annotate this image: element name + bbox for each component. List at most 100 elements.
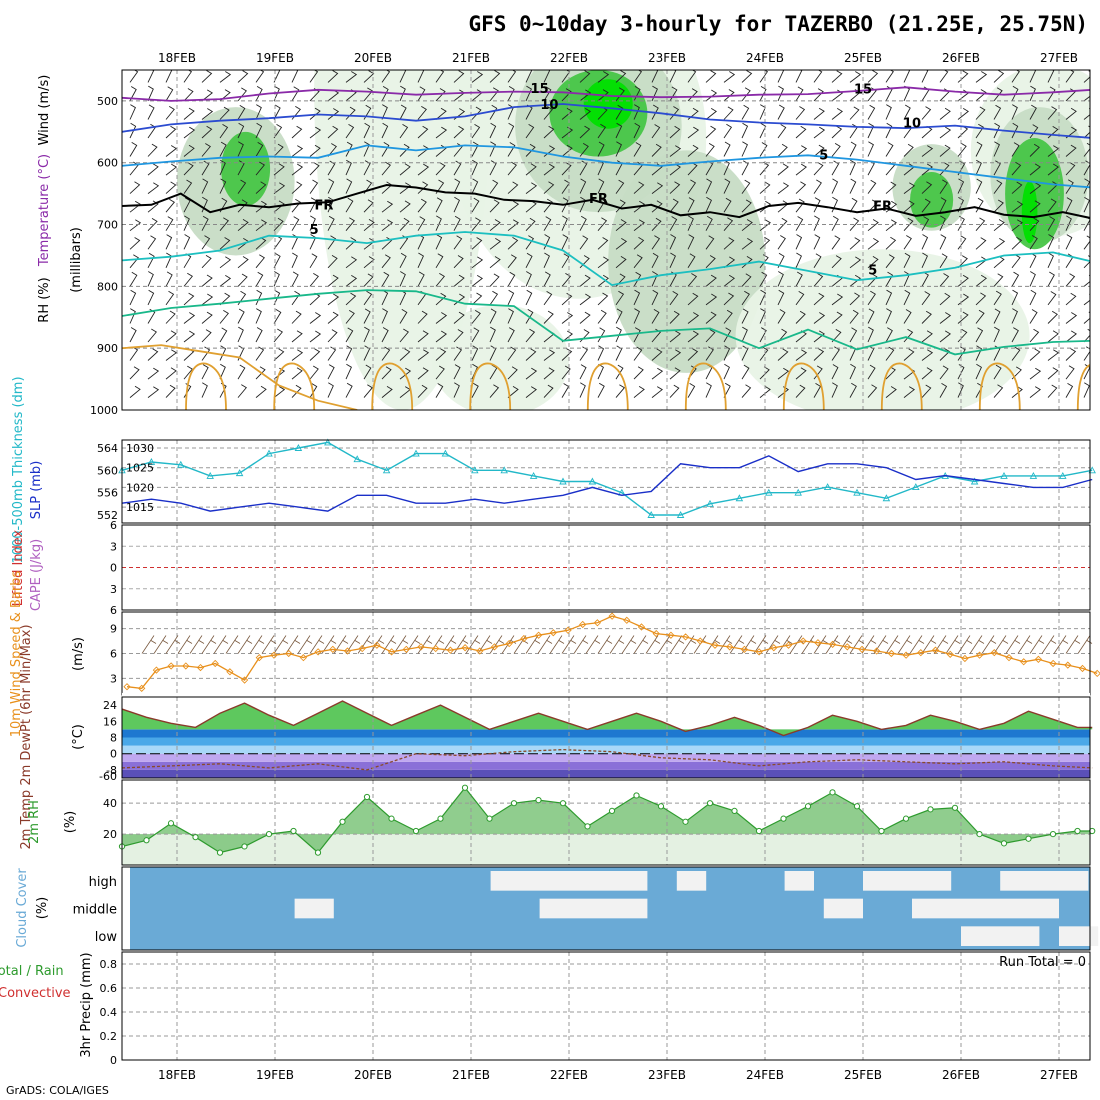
wind-barb — [453, 160, 462, 176]
wind-barb — [147, 289, 155, 306]
wind-barb — [183, 107, 195, 120]
rh-point — [1025, 835, 1032, 842]
wind-barb — [507, 271, 516, 287]
wind-speed-point — [417, 643, 425, 651]
wind-barb — [525, 124, 535, 139]
wind-barb — [1011, 366, 1022, 380]
wind-barb — [147, 85, 154, 102]
wind-barb — [669, 70, 677, 83]
wind-barb — [597, 635, 613, 654]
wind-barb — [399, 85, 406, 102]
wind-barb — [897, 635, 913, 654]
wind-barb — [525, 217, 536, 232]
wind-barb — [849, 382, 857, 398]
wind-barb — [453, 311, 465, 324]
wind-barb — [327, 215, 335, 231]
wind-barb — [651, 348, 663, 361]
wind-barb — [507, 346, 517, 361]
wind-barb — [795, 367, 807, 380]
wind-barb — [309, 70, 319, 83]
wind-barb — [237, 635, 253, 654]
rh-point — [706, 800, 714, 807]
precip-legend-convective: Convective — [0, 986, 71, 1001]
temperature-tick-label: 16 — [103, 715, 117, 728]
rh-point — [461, 784, 469, 791]
rh-point — [1000, 840, 1008, 847]
wind-barb — [867, 273, 878, 287]
wind-barb — [903, 328, 914, 343]
wind-barb — [165, 181, 177, 194]
wind-barb — [417, 635, 433, 654]
wind-barb — [615, 384, 626, 398]
wind-barb — [1011, 386, 1023, 398]
wind-barb — [129, 327, 137, 343]
wind-barb — [687, 292, 699, 306]
wind-barb — [489, 70, 501, 83]
wind-barb — [435, 292, 447, 306]
wind-barb — [723, 327, 732, 343]
thickness-point — [912, 483, 920, 491]
wind-barb — [345, 217, 355, 231]
wind-barb — [1047, 291, 1057, 306]
wind-barb — [651, 70, 659, 83]
wind-barb — [651, 235, 661, 250]
wind-barb — [813, 162, 824, 176]
contour-label: 15 — [531, 82, 549, 97]
wind-barb — [921, 106, 932, 120]
wind-barb — [849, 327, 858, 343]
wind-barb — [1083, 382, 1090, 398]
wind-barb — [435, 234, 443, 250]
wind-barb — [273, 271, 280, 287]
wind-barb — [1011, 142, 1020, 157]
wind-speed-point — [726, 643, 734, 651]
wind-barb — [1029, 217, 1040, 232]
contour-label: FR — [589, 192, 608, 207]
wind-barb — [249, 635, 265, 654]
rh-point — [780, 815, 787, 822]
wind-barb — [219, 363, 226, 380]
wind-barb — [903, 348, 915, 361]
wind-barb — [561, 365, 571, 380]
panel-frame — [121, 951, 1091, 1061]
wind-barb — [903, 386, 915, 398]
rh-point — [976, 830, 983, 838]
dewpoint-line — [121, 748, 1093, 771]
wind-barb — [489, 290, 499, 306]
wind-barb — [1011, 271, 1020, 287]
wind-barb — [369, 635, 385, 654]
wind-barb — [1065, 179, 1074, 194]
wind-barb — [237, 273, 248, 287]
wind-tick-label: 9 — [110, 623, 117, 636]
wind-barb — [561, 292, 573, 306]
wind-barb — [909, 635, 925, 654]
wind-barb — [129, 308, 136, 324]
rh-point — [951, 804, 959, 811]
wind-barb — [777, 309, 786, 324]
wind-barb — [975, 159, 982, 176]
wind-barb — [831, 196, 838, 213]
wind-speed-point — [711, 641, 719, 649]
wind-speed-point — [270, 651, 278, 659]
rh-area — [735, 249, 1030, 410]
thickness-point — [970, 477, 979, 485]
wind-barb — [849, 256, 862, 269]
panel-frame — [121, 524, 1091, 611]
wind-barb — [543, 198, 553, 213]
thickness-tick-label: 564 — [97, 442, 118, 455]
wind-barb — [237, 141, 244, 157]
wind-barb — [309, 635, 325, 654]
wind-speed-point — [402, 645, 410, 653]
wind-barb — [1065, 144, 1077, 157]
wind-barb — [327, 274, 339, 287]
wind-barb — [309, 365, 319, 380]
wind-barb — [813, 126, 826, 139]
wind-speed-point — [770, 644, 778, 652]
wind-barb — [291, 252, 298, 268]
wind-barb — [705, 311, 717, 324]
wind-barb — [687, 70, 697, 83]
wind-speed-point — [387, 648, 396, 656]
wind-barb — [645, 635, 661, 654]
wind-barb — [849, 197, 858, 213]
wind-barb — [921, 198, 931, 213]
wind-barb — [363, 219, 375, 232]
